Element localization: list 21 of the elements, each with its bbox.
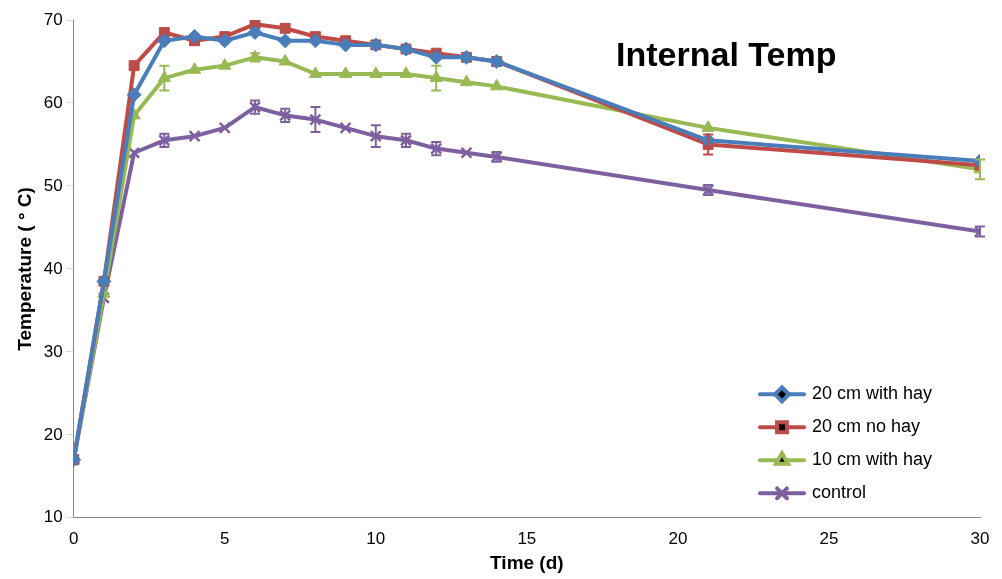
y-tick-label: 20 <box>43 424 63 444</box>
text: Internal Temp <box>616 35 837 74</box>
y-tick-label: 10 <box>43 507 63 527</box>
x-tick-label: 20 <box>668 528 688 548</box>
y-axis-title: Temperature ( ° C) <box>13 187 35 351</box>
y-tick-label: 30 <box>43 341 63 361</box>
x-axis-title: Time (d) <box>490 551 564 573</box>
x-tick-label: 30 <box>970 528 990 548</box>
y-tick-label: 40 <box>43 258 63 278</box>
x-tick-label: 0 <box>68 528 79 548</box>
legend-label: 10 cm with hay <box>812 449 933 470</box>
x-tick-label: 15 <box>517 528 537 548</box>
x-tick-label: 5 <box>220 528 230 548</box>
legend-label: 20 cm with hay <box>812 383 933 404</box>
y-tick-label: 70 <box>43 9 63 29</box>
legend-label: 20 cm no hay <box>812 416 921 437</box>
y-tick-label: 60 <box>43 92 63 112</box>
x-tick-label: 25 <box>819 528 839 548</box>
legend-label: control <box>812 482 867 503</box>
y-tick-label: 50 <box>43 175 63 195</box>
x-tick-label: 10 <box>366 528 386 548</box>
